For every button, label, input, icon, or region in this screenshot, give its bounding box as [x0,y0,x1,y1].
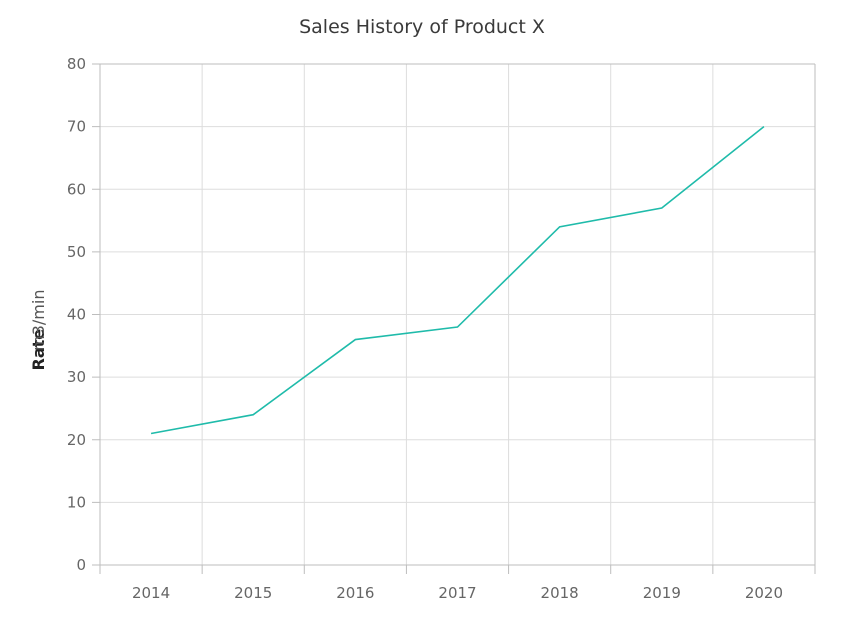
y-axis-label-name: Rate [29,329,48,371]
x-tick-label: 2015 [234,584,272,602]
x-axis-ticks: 2014 2015 2016 2017 2018 2019 2020 [132,584,783,602]
y-tick-label: 20 [67,431,86,449]
y-tick-label: 80 [67,55,86,73]
axes [92,63,816,574]
y-tick-label: 70 [67,118,86,136]
series-group [150,125,765,435]
y-tick-label: 40 [67,306,86,324]
y-axis-ticks: 0 10 20 30 40 50 60 70 80 [67,55,86,574]
y-axis-label: Ratem3/min [29,290,48,371]
x-tick-label: 2017 [438,584,476,602]
y-tick-label: 50 [67,243,86,261]
chart-title: Sales History of Product X [299,16,545,38]
x-tick-label: 2019 [643,584,681,602]
grid [100,63,815,565]
y-tick-label: 60 [67,180,86,198]
x-tick-label: 2014 [132,584,170,602]
y-tick-label: 10 [67,493,86,511]
x-tick-label: 2020 [745,584,783,602]
series-line [150,125,765,435]
y-tick-label: 30 [67,368,86,386]
y-tick-label: 0 [76,556,86,574]
y-axis-label-unit: m3/min [29,290,48,351]
x-tick-label: 2018 [541,584,579,602]
x-tick-label: 2016 [336,584,374,602]
